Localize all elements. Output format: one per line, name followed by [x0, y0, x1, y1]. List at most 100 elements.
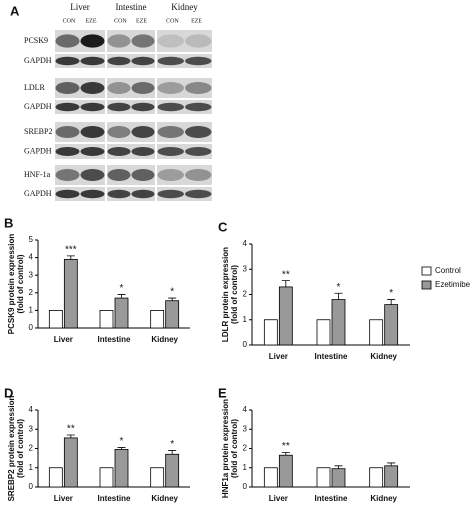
bar	[263, 467, 278, 488]
y-axis-label: (fold of control)	[230, 265, 239, 324]
bar	[369, 467, 384, 488]
y-tick-label: 0	[243, 340, 248, 349]
y-tick-label: 3	[29, 424, 34, 433]
bar	[114, 297, 129, 329]
x-tick-label: Intestine	[315, 352, 348, 361]
y-tick-label: 0	[29, 323, 34, 332]
bar	[316, 319, 331, 346]
y-tick-label: 4	[243, 239, 248, 248]
y-tick-label: 0	[243, 482, 248, 491]
significance: **	[282, 269, 290, 280]
blot-band	[55, 126, 80, 138]
blot-band	[185, 126, 212, 138]
significance: *	[170, 439, 174, 450]
row-label: SREBP2	[24, 127, 52, 136]
x-tick-label: Intestine	[98, 494, 131, 503]
blot-band	[131, 82, 155, 94]
blot-band	[107, 189, 131, 199]
blot-band	[185, 34, 212, 48]
error-bar	[66, 434, 75, 438]
y-tick-label: 1	[29, 463, 34, 472]
blot-band	[185, 189, 212, 199]
tissue-label: Liver	[70, 2, 90, 12]
blot-band	[80, 56, 105, 66]
significance: *	[389, 288, 393, 299]
blot-strip	[157, 78, 212, 98]
row-label: HNF-1a	[24, 170, 51, 179]
blot-band	[157, 147, 184, 156]
row-label: LDLR	[24, 83, 46, 92]
blot-strip	[157, 165, 212, 185]
blot-band	[131, 169, 155, 181]
x-tick-label: Liver	[54, 494, 73, 503]
x-tick-label: Intestine	[98, 335, 131, 344]
bar	[150, 467, 165, 488]
bar	[263, 319, 278, 346]
y-tick-label: 1	[29, 306, 34, 315]
x-tick-label: Liver	[54, 335, 73, 344]
y-axis-label: HNF1a protein expression	[221, 399, 230, 498]
bar	[165, 453, 180, 488]
blot-band	[55, 102, 80, 112]
condition-label: CON	[166, 18, 179, 24]
blot-band	[107, 56, 131, 66]
panel-label: B	[4, 215, 13, 230]
x-tick-label: Kidney	[370, 352, 397, 361]
row-label: GAPDH	[24, 56, 52, 65]
y-tick-label: 3	[243, 424, 248, 433]
tissue-label: Kidney	[171, 2, 198, 12]
blot-band	[80, 169, 105, 181]
blot-band	[55, 169, 80, 181]
blot-band	[131, 189, 155, 199]
blot-band	[107, 147, 131, 156]
y-axis-label: (fold of control)	[16, 419, 25, 478]
bar	[165, 300, 180, 329]
bar	[150, 309, 165, 329]
significance: *	[120, 436, 124, 447]
blot-band	[157, 102, 184, 112]
blot-band	[157, 56, 184, 66]
error-bar	[66, 255, 75, 260]
blot-band	[157, 126, 184, 138]
blot-band	[157, 34, 184, 48]
blot-band	[80, 82, 105, 94]
x-tick-label: Liver	[269, 494, 288, 503]
condition-label: CON	[114, 18, 127, 24]
error-bar	[334, 292, 343, 300]
y-tick-label: 0	[29, 482, 34, 491]
significance: *	[120, 283, 124, 294]
blot-strip	[157, 30, 212, 52]
tissue-label: Intestine	[116, 2, 147, 12]
significance: **	[282, 441, 290, 452]
error-bar	[168, 450, 177, 455]
blot-band	[185, 169, 212, 181]
bar	[384, 465, 399, 488]
condition-label: EZE	[136, 18, 147, 24]
x-tick-label: Kidney	[370, 494, 397, 503]
blot-band	[185, 56, 212, 66]
significance: *	[337, 282, 341, 293]
blot-band	[131, 147, 155, 156]
blot-band	[55, 189, 80, 199]
blot-band	[131, 102, 155, 112]
bar	[331, 299, 346, 346]
y-tick-label: 3	[29, 270, 34, 279]
blot-band	[157, 169, 184, 181]
bar	[331, 468, 346, 488]
blot-band	[55, 34, 80, 48]
error-bar	[117, 447, 126, 450]
bar	[114, 449, 129, 488]
blot-band	[80, 189, 105, 199]
blot-band	[157, 189, 184, 199]
condition-label: EZE	[86, 18, 97, 24]
blot-band	[55, 82, 80, 94]
y-tick-label: 4	[243, 405, 248, 414]
blot-band	[107, 34, 131, 48]
x-tick-label: Kidney	[151, 494, 178, 503]
bar	[99, 467, 114, 488]
bar	[63, 258, 78, 329]
x-tick-label: Liver	[269, 352, 288, 361]
blot-band	[107, 169, 131, 181]
bar	[278, 454, 293, 488]
